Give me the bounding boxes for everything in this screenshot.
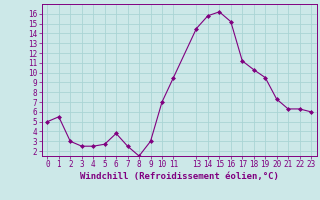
X-axis label: Windchill (Refroidissement éolien,°C): Windchill (Refroidissement éolien,°C) (80, 172, 279, 181)
